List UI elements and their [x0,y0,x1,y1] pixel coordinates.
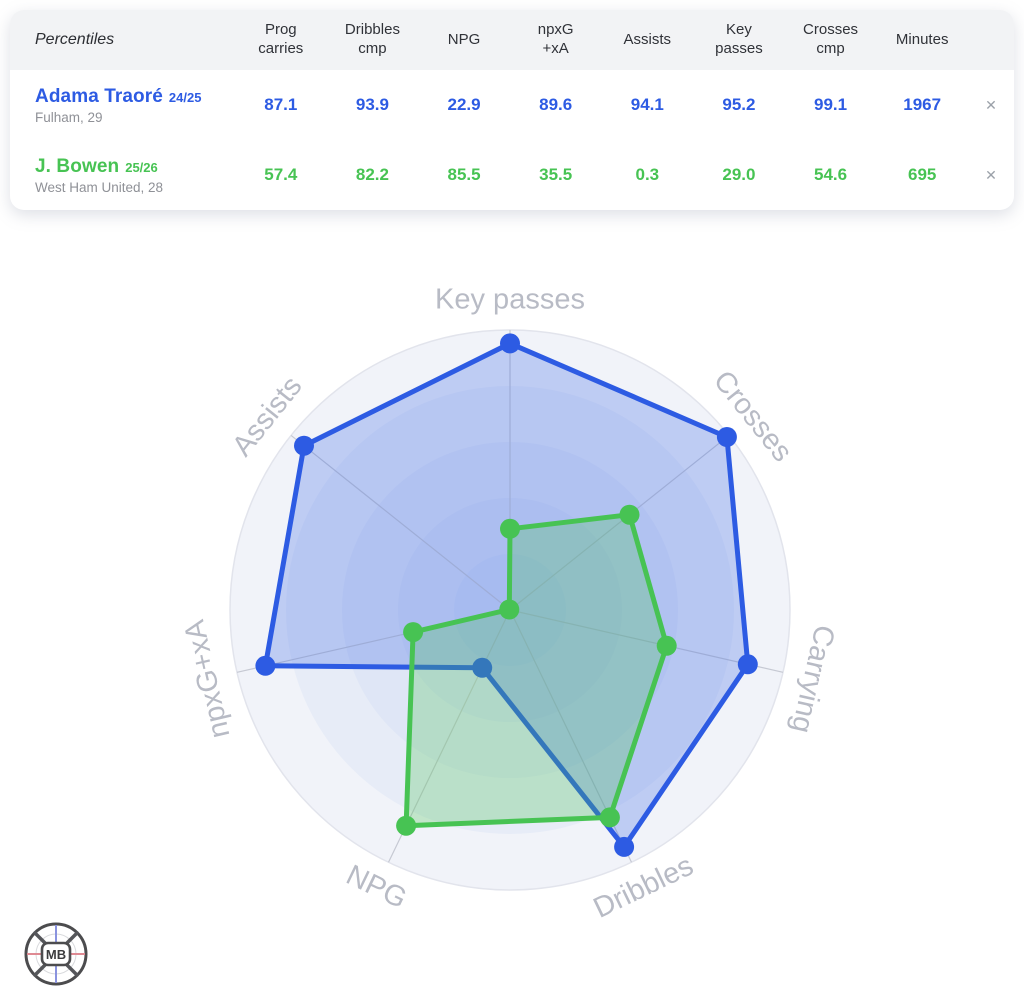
column-header-3: npxG +xA [537,21,574,57]
radar-point-series-0-axis-0 [500,333,520,354]
column-header-0: Prog carries [258,21,304,57]
radar-point-series-1-axis-2 [656,635,677,656]
radar-spoke-6 [290,434,511,611]
radar-polygon-series-1 [403,512,670,829]
stat-value-1-3: 35.5 [539,165,573,184]
stat-value-0-5: 95.2 [722,95,756,114]
radar-point-series-0-axis-4 [472,657,493,678]
radar-axis-label-2: Carrying [785,622,841,736]
stat-value-1-5: 29.0 [722,165,756,184]
radar-point-series-0-axis-3 [614,836,635,857]
stat-value-0-2: 22.9 [447,95,481,114]
table-header: Percentiles Prog carries Dribbles cmp NPG n… [10,10,1014,70]
logo-badge [40,941,72,967]
radar-point-series-1-axis-3 [599,807,620,828]
stat-value-1-7: 695 [908,165,937,184]
percentiles-table: Percentiles Prog carries Dribbles cmp NPG n… [10,10,1014,210]
column-header-7: Minutes [895,30,949,48]
stat-value-0-4: 94.1 [630,95,664,114]
stat-value-0-6: 99.1 [814,95,848,114]
stat-value-0-7: 1967 [903,95,942,114]
radar-point-series-1-axis-0 [500,518,520,539]
mb-logo: MB [24,922,88,986]
column-header-5: Key passes [715,21,763,57]
stat-value-1-1: 82.2 [355,165,389,184]
stat-value-1-4: 0.3 [635,165,660,184]
column-header-6: Crosses cmp [803,21,859,57]
radar-axis-label-0: Key passes [435,284,585,316]
player-club: Fulham, 29 [35,109,103,125]
table-row-1: J. Bowen 25/26 West Ham United, 28 57.4 82.2… [10,140,1014,210]
remove-player-button-0[interactable]: ✕ [985,96,997,113]
stat-value-0-0: 87.1 [264,95,298,114]
radar-point-series-0-axis-6 [294,435,314,456]
stat-value-1-6: 54.6 [814,165,848,184]
table-title: Percentiles [35,31,115,48]
remove-player-button-1[interactable]: ✕ [985,166,997,183]
radar-point-series-0-axis-5 [255,655,276,676]
player-link-1[interactable]: J. Bowen 25/26 West Ham United, 28 [10,156,235,195]
column-header-4: Assists [623,30,672,48]
column-header-2: NPG [447,30,481,48]
radar-polygon-series-0 [262,340,751,850]
radar-axis-label-5: npxG+xA [178,616,236,741]
player-name: Adama Traoré [35,85,163,107]
radar-point-series-1-axis-5 [403,622,424,643]
table-row-0: Adama Traoré 24/25 Fulham, 29 87.1 93.9 22.9 8… [10,70,1014,140]
stat-value-1-2: 85.5 [447,165,481,184]
player-name: J. Bowen [35,155,120,177]
logo-text: MB [46,947,66,962]
radar-point-series-1-axis-4 [396,815,417,836]
table-body: Adama Traoré 24/25 Fulham, 29 87.1 93.9 22.9 8… [10,70,1014,210]
radar-point-series-1-axis-1 [619,504,640,525]
radar-spoke-2 [509,609,784,673]
radar-point-series-0-axis-2 [737,654,758,675]
player-season: 25/26 [125,159,158,175]
stat-value-0-1: 93.9 [355,95,389,114]
column-header-1: Dribbles cmp [344,21,400,57]
player-season: 24/25 [168,89,202,105]
radar-point-series-0-axis-1 [716,427,737,447]
radar-spoke-1 [509,434,730,611]
stat-value-1-0: 57.4 [264,165,298,184]
player-club: West Ham United, 28 [35,179,164,195]
player-link-0[interactable]: Adama Traoré 24/25 Fulham, 29 [10,86,235,125]
stat-value-0-3: 89.6 [539,95,573,114]
radar-point-series-1-axis-6 [499,599,520,620]
